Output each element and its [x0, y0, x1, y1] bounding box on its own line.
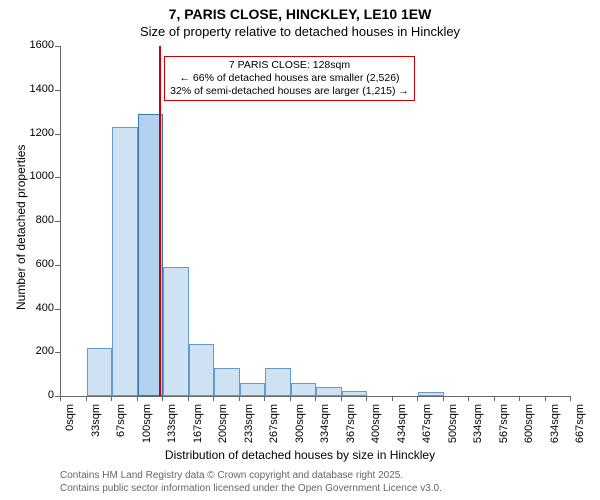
xtick-mark [392, 396, 393, 401]
xtick-mark [111, 396, 112, 401]
footer-attribution: Contains HM Land Registry data © Crown c… [60, 470, 442, 495]
annotation-box: 7 PARIS CLOSE: 128sqm← 66% of detached h… [164, 56, 415, 101]
xtick-label: 300sqm [294, 404, 306, 454]
histogram-bar [189, 344, 215, 397]
footer-line-2: Contains public sector information licen… [60, 483, 442, 496]
xtick-mark [315, 396, 316, 401]
xtick-mark [213, 396, 214, 401]
chart-container: 7, PARIS CLOSE, HINCKLEY, LE10 1EW Size … [0, 0, 600, 500]
xtick-label: 167sqm [192, 404, 204, 454]
xtick-mark [468, 396, 469, 401]
xtick-label: 334sqm [319, 404, 331, 454]
xtick-label: 100sqm [141, 404, 153, 454]
xtick-mark [86, 396, 87, 401]
xtick-label: 267sqm [268, 404, 280, 454]
ytick-label: 1000 [20, 170, 54, 182]
histogram-bar [240, 383, 266, 396]
ytick-mark [55, 221, 60, 222]
ytick-mark [55, 90, 60, 91]
xtick-mark [519, 396, 520, 401]
ytick-label: 1200 [20, 127, 54, 139]
xtick-label: 400sqm [370, 404, 382, 454]
ytick-mark [55, 265, 60, 266]
xtick-label: 434sqm [396, 404, 408, 454]
chart-title-main: 7, PARIS CLOSE, HINCKLEY, LE10 1EW [0, 6, 600, 22]
xtick-label: 567sqm [498, 404, 510, 454]
histogram-bar [87, 348, 113, 396]
histogram-bar [214, 368, 240, 396]
xtick-label: 367sqm [345, 404, 357, 454]
xtick-label: 233sqm [243, 404, 255, 454]
xtick-label: 467sqm [421, 404, 433, 454]
xtick-mark [417, 396, 418, 401]
chart-title-sub: Size of property relative to detached ho… [0, 24, 600, 39]
ytick-mark [55, 46, 60, 47]
xtick-label: 500sqm [447, 404, 459, 454]
histogram-bar [316, 387, 342, 396]
xtick-label: 67sqm [115, 404, 127, 454]
annotation-line: 7 PARIS CLOSE: 128sqm [170, 59, 409, 72]
footer-line-1: Contains HM Land Registry data © Crown c… [60, 470, 442, 483]
xtick-mark [290, 396, 291, 401]
xtick-label: 667sqm [574, 404, 586, 454]
xtick-mark [341, 396, 342, 401]
ytick-mark [55, 309, 60, 310]
histogram-bar [418, 392, 444, 396]
annotation-line: ← 66% of detached houses are smaller (2,… [170, 72, 409, 85]
annotation-line: 32% of semi-detached houses are larger (… [170, 85, 409, 98]
ytick-mark [55, 177, 60, 178]
xtick-mark [162, 396, 163, 401]
histogram-bar [163, 267, 189, 396]
xtick-label: 133sqm [166, 404, 178, 454]
xtick-mark [137, 396, 138, 401]
xtick-label: 33sqm [90, 404, 102, 454]
ytick-mark [55, 352, 60, 353]
histogram-bar [265, 368, 291, 396]
xtick-mark [188, 396, 189, 401]
ytick-label: 1600 [20, 39, 54, 51]
xtick-mark [443, 396, 444, 401]
xtick-mark [366, 396, 367, 401]
ytick-label: 0 [20, 389, 54, 401]
ytick-label: 600 [20, 258, 54, 270]
xtick-mark [494, 396, 495, 401]
ytick-label: 400 [20, 302, 54, 314]
xtick-label: 634sqm [549, 404, 561, 454]
xtick-mark [264, 396, 265, 401]
histogram-bar [342, 391, 368, 396]
histogram-bar [291, 383, 317, 396]
xtick-label: 200sqm [217, 404, 229, 454]
xtick-mark [545, 396, 546, 401]
ytick-label: 200 [20, 345, 54, 357]
ytick-label: 800 [20, 214, 54, 226]
xtick-label: 600sqm [523, 404, 535, 454]
xtick-label: 0sqm [64, 404, 76, 454]
ytick-label: 1400 [20, 83, 54, 95]
xtick-mark [239, 396, 240, 401]
xtick-mark [570, 396, 571, 401]
highlight-line [159, 46, 161, 396]
histogram-bar [112, 127, 138, 396]
xtick-mark [60, 396, 61, 401]
ytick-mark [55, 134, 60, 135]
xtick-label: 534sqm [472, 404, 484, 454]
